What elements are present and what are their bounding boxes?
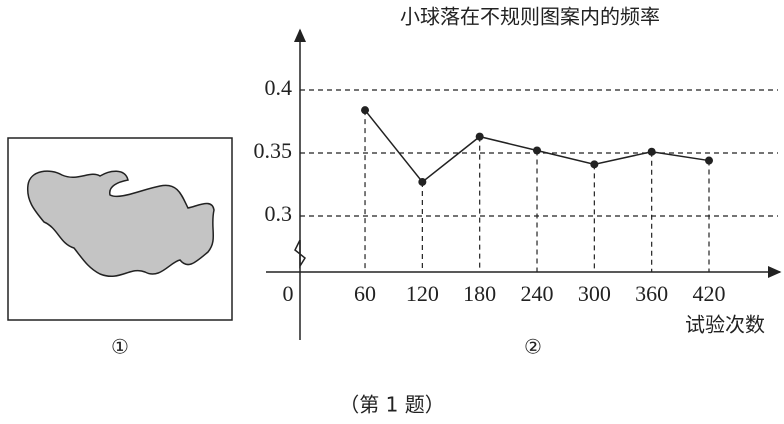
x-tick-label: 420 xyxy=(693,281,726,306)
point xyxy=(418,177,427,186)
point xyxy=(533,146,542,155)
figure-label: ② xyxy=(524,335,542,359)
point xyxy=(647,147,656,156)
x-tick-label: 120 xyxy=(406,281,439,306)
frame xyxy=(7,137,233,321)
x-tick-label: 300 xyxy=(578,281,611,306)
y-axis-break xyxy=(294,28,306,269)
y-tick-label: 0.4 xyxy=(265,75,293,100)
point xyxy=(475,132,484,141)
caption: （第 1 题） xyxy=(339,393,444,417)
irregular-pattern xyxy=(26,170,215,277)
x-tick-label: 360 xyxy=(635,281,668,306)
chart-title: 小球落在不规则图案内的频率 xyxy=(400,5,660,29)
y-tick-label: 0.3 xyxy=(265,201,293,226)
point xyxy=(590,160,599,169)
y-tick-label: 0.35 xyxy=(254,138,293,163)
x-tick-label: 60 xyxy=(354,281,376,306)
point xyxy=(361,106,370,115)
figure-label: ① xyxy=(111,335,129,359)
x-tick-label: 180 xyxy=(463,281,496,306)
x-tick-label: 240 xyxy=(521,281,554,306)
point xyxy=(705,156,713,165)
x-axis-label: 试验次数 xyxy=(685,313,765,337)
origin-label: 0 xyxy=(283,281,294,306)
